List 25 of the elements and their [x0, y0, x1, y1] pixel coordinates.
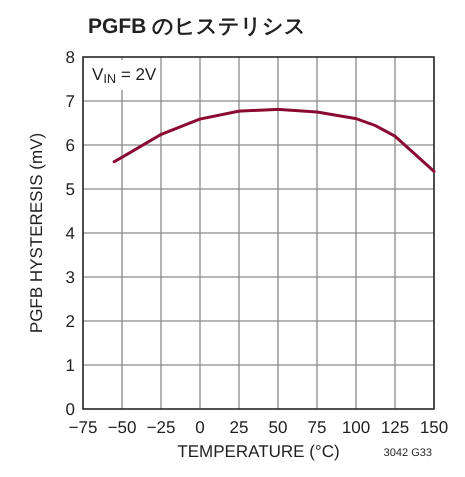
annotation: V$_{IN}$ = 2V	[92, 65, 157, 86]
x-tick-label: 125	[380, 418, 410, 437]
y-tick-label: 5	[66, 180, 75, 199]
x-tick-label: −75	[68, 418, 98, 437]
y-tick-label: 0	[66, 400, 75, 419]
x-tick-label: 50	[268, 418, 288, 437]
y-tick-label: 2	[66, 312, 75, 331]
x-tick-label: −50	[108, 418, 136, 437]
x-tick-label: −25	[146, 418, 176, 437]
y-tick-label: 1	[66, 356, 75, 375]
y-tick-label: 3	[66, 268, 75, 287]
chart-title: PGFB のヒステリシス	[88, 15, 306, 38]
x-axis-title: TEMPERATURE (°C)	[177, 442, 340, 461]
x-tick-label: 0	[195, 418, 205, 437]
line-series	[112, 108, 436, 173]
x-tick-label: 75	[308, 418, 326, 437]
text: 3042 G33	[384, 447, 432, 459]
x-tick-label: 150	[420, 418, 448, 437]
y-tick-label: 4	[66, 224, 75, 243]
x-tick-label: 25	[230, 418, 248, 437]
y-tick-label: 6	[66, 136, 75, 155]
y-axis-title: PGFB HYSTERESIS (mV)	[27, 132, 46, 334]
y-tick-label: 7	[66, 92, 75, 111]
y-tick-label: 8	[66, 48, 75, 67]
x-tick-label: 100	[342, 418, 370, 437]
